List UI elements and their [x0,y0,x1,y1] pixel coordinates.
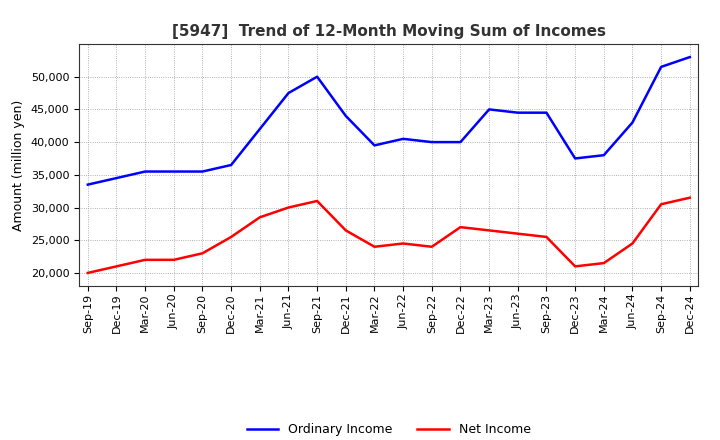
Net Income [600,260,608,266]
Net Income [685,195,694,200]
Ordinary Income [169,169,178,174]
Ordinary Income [628,120,636,125]
Ordinary Income [485,107,493,112]
Net Income [485,228,493,233]
Ordinary Income [256,126,264,132]
Ordinary Income [341,114,350,119]
Ordinary Income [370,143,379,148]
Ordinary Income [141,169,150,174]
Net Income [571,264,580,269]
Y-axis label: Amount (million yen): Amount (million yen) [12,99,25,231]
Net Income [657,202,665,207]
Ordinary Income [312,74,321,79]
Ordinary Income [571,156,580,161]
Ordinary Income [284,90,293,95]
Title: [5947]  Trend of 12-Month Moving Sum of Incomes: [5947] Trend of 12-Month Moving Sum of I… [172,24,606,39]
Net Income [256,215,264,220]
Ordinary Income [112,176,121,181]
Net Income [312,198,321,204]
Ordinary Income [513,110,522,115]
Ordinary Income [456,139,465,145]
Net Income [141,257,150,263]
Net Income [227,235,235,240]
Net Income [513,231,522,236]
Ordinary Income [685,55,694,60]
Net Income [370,244,379,249]
Ordinary Income [84,182,92,187]
Ordinary Income [600,153,608,158]
Net Income [112,264,121,269]
Net Income [341,228,350,233]
Ordinary Income [227,162,235,168]
Ordinary Income [542,110,551,115]
Ordinary Income [399,136,408,142]
Line: Ordinary Income: Ordinary Income [88,57,690,185]
Net Income [542,235,551,240]
Ordinary Income [198,169,207,174]
Net Income [428,244,436,249]
Net Income [198,251,207,256]
Legend: Ordinary Income, Net Income: Ordinary Income, Net Income [242,418,536,440]
Net Income [84,270,92,275]
Line: Net Income: Net Income [88,198,690,273]
Ordinary Income [657,64,665,70]
Net Income [456,224,465,230]
Net Income [399,241,408,246]
Net Income [284,205,293,210]
Net Income [169,257,178,263]
Net Income [628,241,636,246]
Ordinary Income [428,139,436,145]
